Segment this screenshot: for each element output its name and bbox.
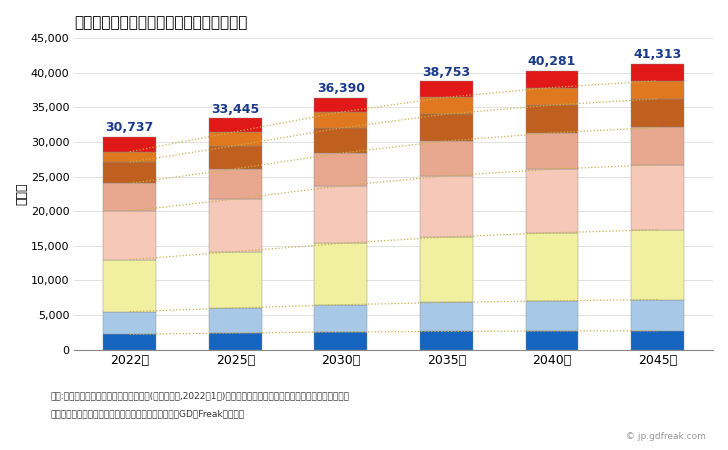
Bar — [631, 331, 684, 350]
Bar — [103, 260, 156, 311]
Bar — [314, 332, 367, 350]
Bar — [314, 243, 367, 305]
Bar — [420, 176, 472, 237]
Bar — [314, 305, 367, 332]
Bar — [103, 311, 156, 334]
Bar — [209, 252, 261, 308]
Bar — [209, 132, 261, 146]
Bar — [631, 165, 684, 230]
Bar — [631, 63, 684, 81]
Bar — [209, 146, 261, 169]
Text: 41,313: 41,313 — [633, 48, 681, 61]
Bar — [209, 118, 261, 132]
Bar — [314, 112, 367, 128]
Bar — [420, 141, 472, 176]
Bar — [103, 162, 156, 184]
Bar — [314, 128, 367, 153]
Bar — [314, 98, 367, 112]
Bar — [526, 133, 578, 169]
Bar — [209, 199, 261, 252]
Bar — [103, 211, 156, 260]
Bar — [420, 81, 472, 97]
Bar — [420, 331, 472, 350]
Bar — [526, 169, 578, 233]
Bar — [314, 186, 367, 243]
Bar — [526, 331, 578, 350]
Text: 38,753: 38,753 — [422, 66, 470, 79]
Bar — [526, 87, 578, 105]
Bar — [209, 169, 261, 199]
Bar — [420, 114, 472, 141]
Bar — [103, 152, 156, 162]
Bar — [631, 81, 684, 99]
Text: 要介護度別平均認定率を当域内人口構成に当てはめてGD　Freakが算出。: 要介護度別平均認定率を当域内人口構成に当てはめてGD Freakが算出。 — [51, 410, 245, 418]
Bar — [314, 153, 367, 186]
Bar — [631, 300, 684, 331]
Text: © jp.gdfreak.com: © jp.gdfreak.com — [626, 432, 706, 441]
Text: 33,445: 33,445 — [211, 103, 259, 116]
Bar — [631, 230, 684, 300]
Text: 30,737: 30,737 — [106, 122, 154, 135]
Bar — [103, 184, 156, 211]
Bar — [526, 301, 578, 331]
Bar — [103, 334, 156, 350]
Bar — [526, 71, 578, 87]
Bar — [631, 99, 684, 127]
Bar — [103, 137, 156, 152]
Text: 出所:実績値は「介護事業状況報告月報」(厚生労働省,2022年1月)。推計値は「全国又は都道府県の男女・年齢階層別: 出所:実績値は「介護事業状況報告月報」(厚生労働省,2022年1月)。推計値は「… — [51, 392, 350, 400]
Bar — [420, 97, 472, 114]
Bar — [420, 302, 472, 331]
Bar — [526, 105, 578, 133]
Bar — [526, 233, 578, 301]
Y-axis label: ［人］: ［人］ — [15, 183, 28, 205]
Text: 大田区の要介護（要支援）者数の将来推計: 大田区の要介護（要支援）者数の将来推計 — [74, 15, 248, 30]
Text: 40,281: 40,281 — [528, 55, 576, 68]
Bar — [631, 127, 684, 165]
Bar — [420, 237, 472, 302]
Text: 36,390: 36,390 — [317, 82, 365, 95]
Bar — [209, 308, 261, 333]
Bar — [209, 333, 261, 350]
